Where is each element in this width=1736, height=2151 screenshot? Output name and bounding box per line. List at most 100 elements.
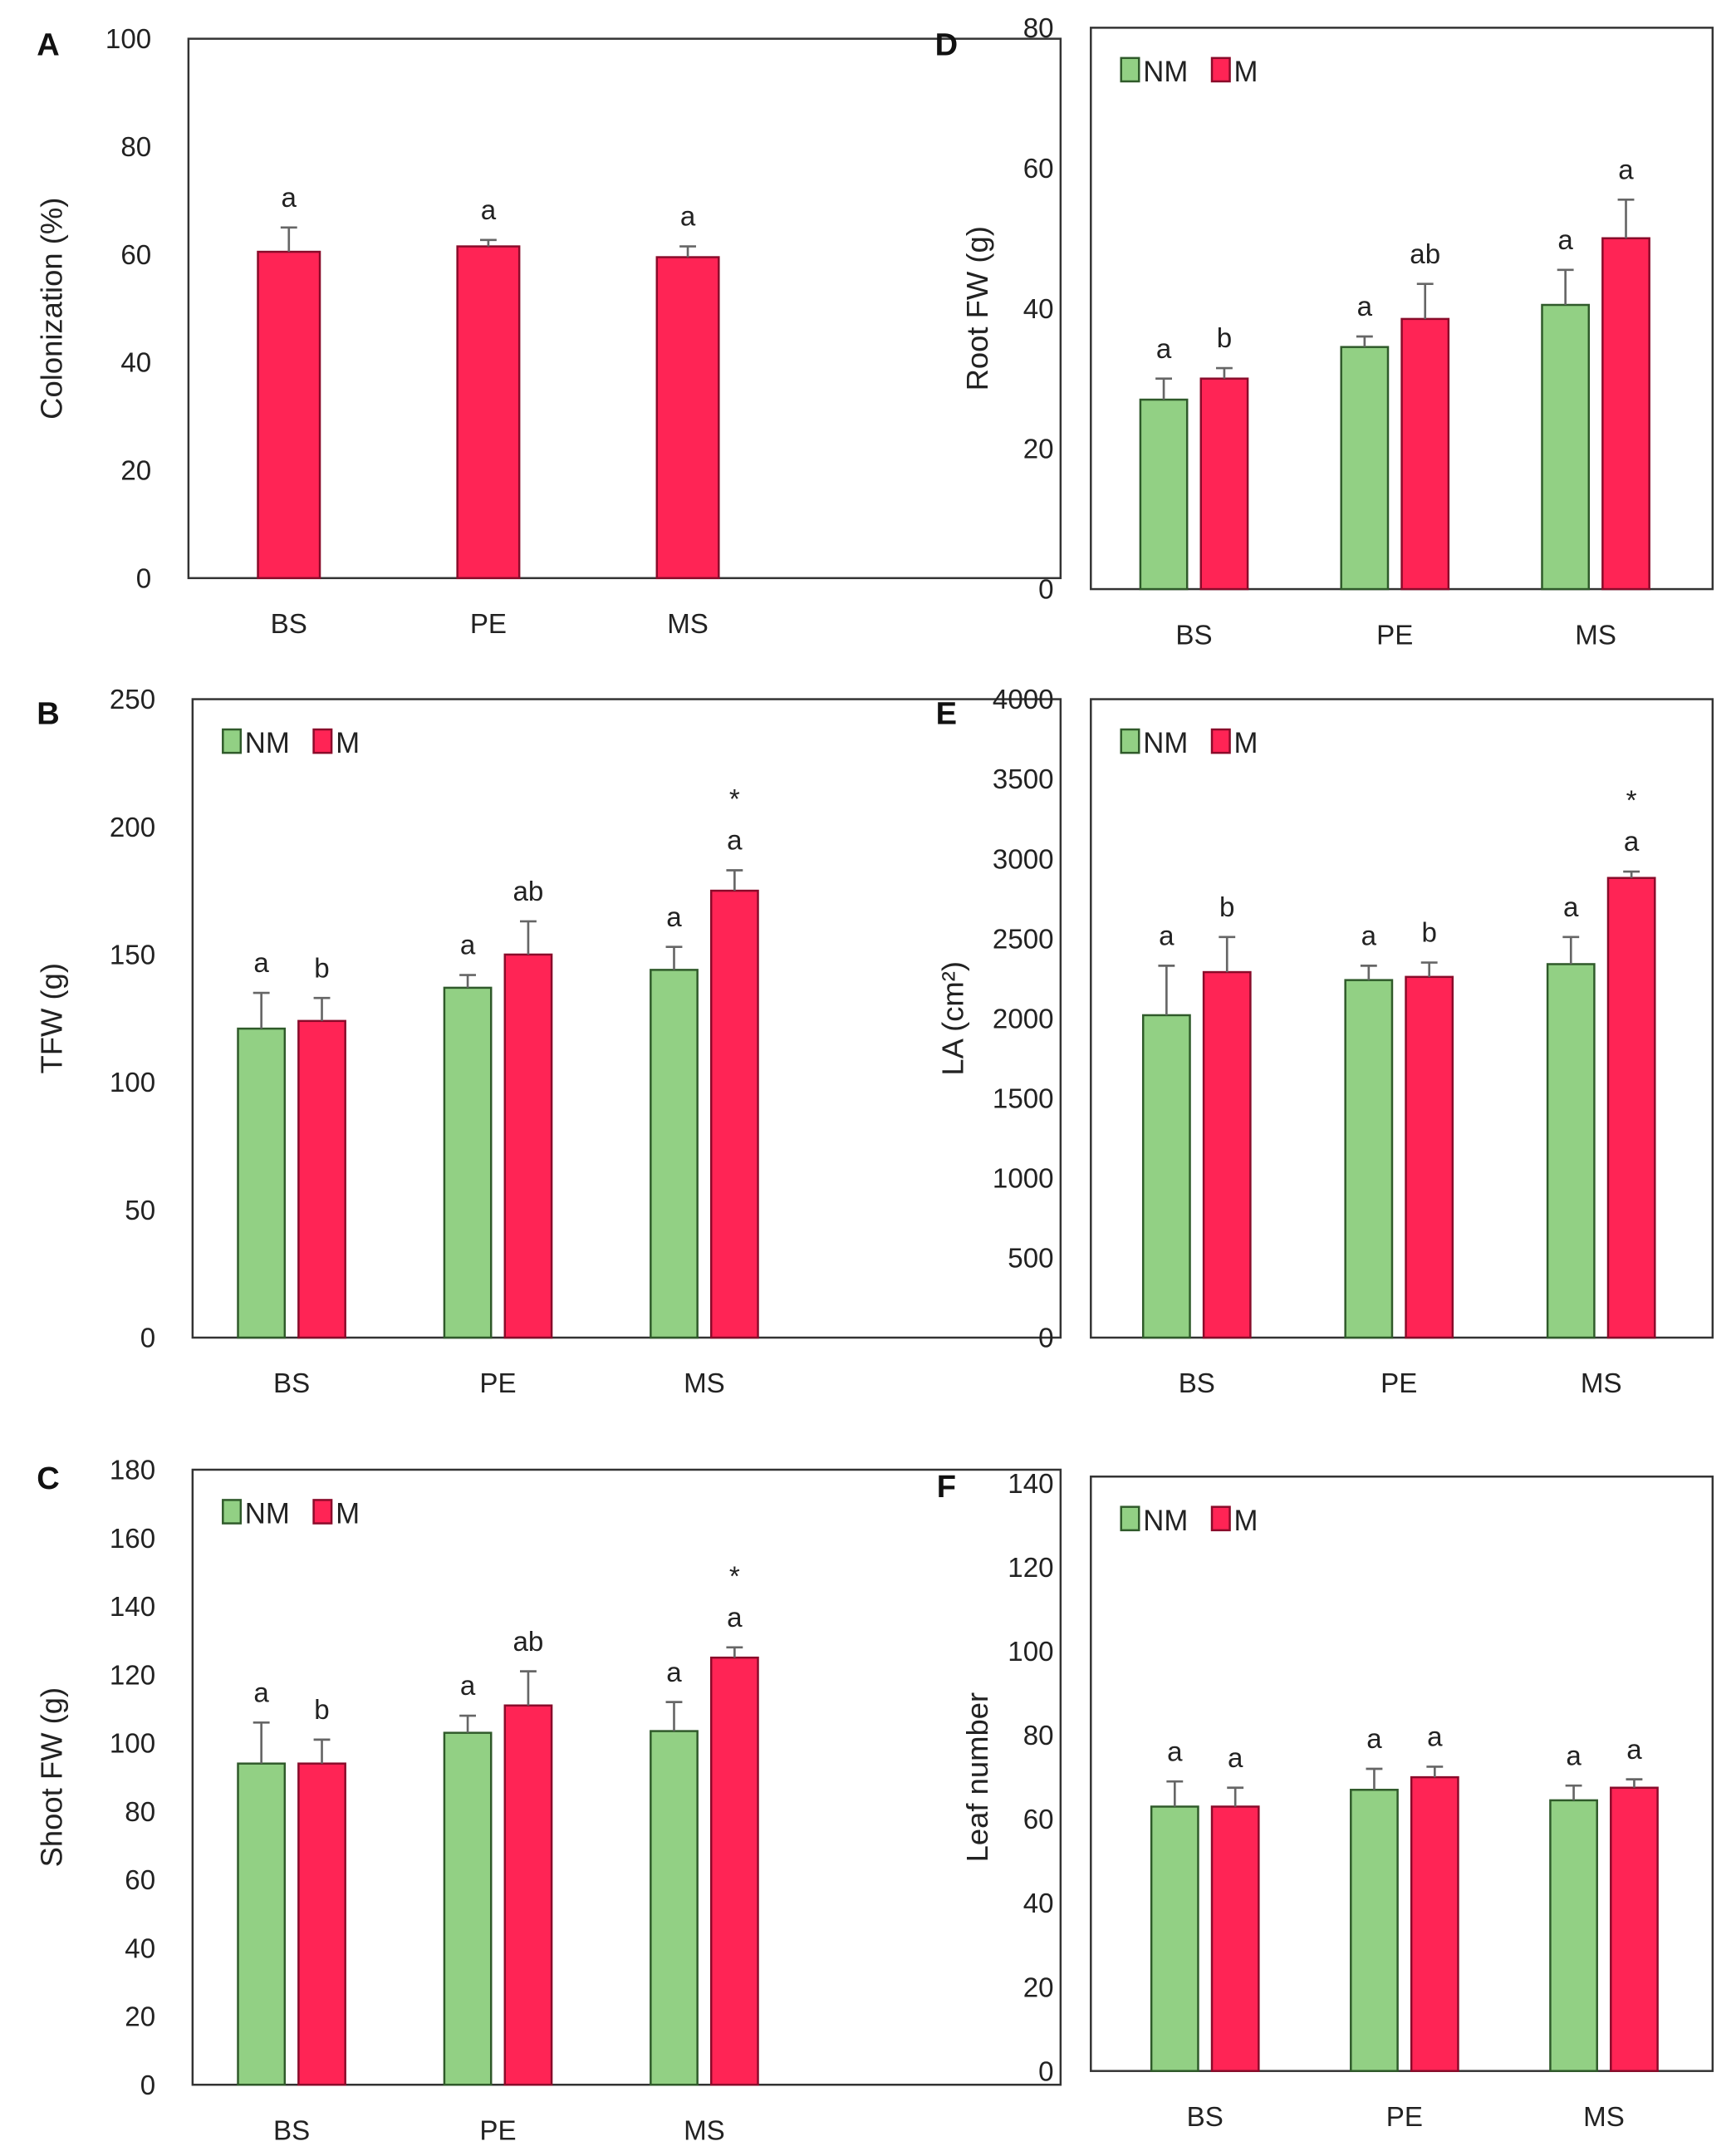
x-tick-label: BS xyxy=(273,2115,310,2146)
significance-letter: a xyxy=(460,931,476,961)
y-tick-label: 60 xyxy=(1023,1805,1054,1835)
significance-letter: a xyxy=(1626,1735,1642,1765)
y-tick-label: 3500 xyxy=(993,764,1054,795)
x-tick-label: BS xyxy=(271,609,307,640)
x-tick-label: PE xyxy=(1376,620,1413,651)
y-tick-label: 0 xyxy=(136,563,151,594)
y-tick-label: 160 xyxy=(110,1524,155,1554)
y-tick-label: 40 xyxy=(125,1933,155,1964)
panel-c: C 0 20 40 60 80 100 120 140 160 180 Shoot FW (g) BS a… xyxy=(35,1456,1062,2146)
legend-label-nm: NM xyxy=(1143,728,1188,759)
significance-letter: a xyxy=(1361,921,1377,952)
panel-f: F 0 20 40 60 80 100 120 140 Leaf number BS a a PE a a MS… xyxy=(937,1469,1714,2133)
bar-nm-ms xyxy=(650,969,699,1339)
legend-label-m: M xyxy=(1234,728,1258,759)
bar-nm-bs xyxy=(1139,398,1189,591)
y-tick-label: 180 xyxy=(110,1456,155,1486)
y-tick-label: 140 xyxy=(110,1592,155,1623)
y-axis-label: Leaf number xyxy=(960,1692,994,1863)
significance-letter: a xyxy=(666,902,682,933)
significance-letter: b xyxy=(1421,918,1436,949)
plot-frame xyxy=(187,37,1062,580)
y-tick-label: 60 xyxy=(1023,154,1054,184)
bar-m-bs xyxy=(1210,1805,1260,2072)
y-tick-label: 20 xyxy=(125,2002,155,2033)
y-tick-label: 0 xyxy=(1038,1324,1053,1354)
significance-letter: a xyxy=(1557,225,1573,256)
legend-swatch-nm xyxy=(222,728,243,754)
bar-m-ms xyxy=(1606,877,1656,1339)
significance-letter: a xyxy=(1566,1741,1582,1771)
y-tick-label: 3000 xyxy=(993,844,1054,875)
plot-frame xyxy=(1090,1476,1714,2072)
y-tick-label: 150 xyxy=(110,940,155,971)
significance-star: * xyxy=(729,784,740,815)
significance-letter: a xyxy=(1427,1722,1443,1753)
bar-m-ms xyxy=(709,1656,759,2086)
bar-m-bs xyxy=(1199,377,1249,591)
y-tick-label: 500 xyxy=(1008,1244,1053,1274)
x-tick-label: BS xyxy=(1175,620,1212,651)
bar-m-ms xyxy=(1610,1786,1659,2072)
x-tick-label: MS xyxy=(1581,1368,1622,1399)
y-axis-label: LA (cm²) xyxy=(935,961,969,1076)
bar-m-pe xyxy=(1405,975,1454,1339)
panel-label: A xyxy=(37,28,59,63)
y-tick-label: 100 xyxy=(105,24,151,55)
legend-label-m: M xyxy=(1234,1505,1258,1537)
significance-letter: a xyxy=(253,948,269,979)
y-tick-label: 80 xyxy=(120,132,151,163)
y-tick-label: 250 xyxy=(110,685,155,715)
bar-m-bs xyxy=(297,1019,346,1339)
significance-letter: a xyxy=(1563,892,1579,923)
significance-letter: ab xyxy=(513,877,544,907)
legend-label-m: M xyxy=(336,1499,360,1530)
y-axis-label: Shoot FW (g) xyxy=(35,1687,69,1868)
panel-label: C xyxy=(37,1461,59,1496)
y-tick-label: 2000 xyxy=(993,1004,1054,1034)
y-tick-label: 0 xyxy=(140,2070,155,2101)
panel-e: E 0 500 1000 1500 2000 2500 3000 3500 4000 LA (cm²… xyxy=(935,685,1714,1399)
y-tick-label: 20 xyxy=(1023,1972,1054,2003)
significance-letter: b xyxy=(314,1695,329,1726)
legend-label-nm: NM xyxy=(245,728,290,759)
panel-label: E xyxy=(936,696,957,731)
y-tick-label: 50 xyxy=(125,1196,155,1226)
bar-m-pe xyxy=(1410,1775,1459,2072)
y-tick-label: 20 xyxy=(1023,435,1054,465)
y-tick-label: 120 xyxy=(110,1660,155,1691)
legend-swatch-nm xyxy=(1120,1505,1140,1532)
panel-label: D xyxy=(935,28,959,63)
legend-swatch-m xyxy=(1210,728,1231,754)
significance-star: * xyxy=(1626,786,1637,817)
bar-nm-pe xyxy=(443,1731,493,2086)
y-tick-label: 40 xyxy=(120,348,151,379)
significance-letter: a xyxy=(481,195,497,226)
y-tick-label: 0 xyxy=(140,1324,155,1354)
y-tick-label: 80 xyxy=(1023,1721,1054,1751)
y-tick-label: 100 xyxy=(1008,1637,1053,1667)
significance-letter: a xyxy=(727,826,743,857)
legend-label-nm: NM xyxy=(1143,1505,1188,1537)
bar-nm-bs xyxy=(237,1762,287,2086)
bar-nm-ms xyxy=(1546,963,1596,1339)
bar-m-pe xyxy=(456,245,521,580)
significance-letter: a xyxy=(680,202,696,233)
x-tick-label: PE xyxy=(470,609,507,640)
y-tick-label: 0 xyxy=(1038,575,1053,606)
legend-label-m: M xyxy=(336,728,360,759)
x-tick-label: MS xyxy=(684,1368,725,1399)
legend-swatch-nm xyxy=(222,1499,243,1525)
legend-swatch-m xyxy=(312,728,333,754)
significance-letter: b xyxy=(1219,892,1234,923)
bar-nm-pe xyxy=(443,986,493,1339)
y-tick-label: 60 xyxy=(125,1865,155,1896)
y-tick-label: 80 xyxy=(125,1797,155,1828)
significance-letter: a xyxy=(1156,334,1172,365)
bar-nm-bs xyxy=(1150,1805,1199,2072)
bar-nm-pe xyxy=(1344,979,1394,1339)
x-tick-label: MS xyxy=(1575,620,1616,651)
panel-label: F xyxy=(937,1470,956,1505)
